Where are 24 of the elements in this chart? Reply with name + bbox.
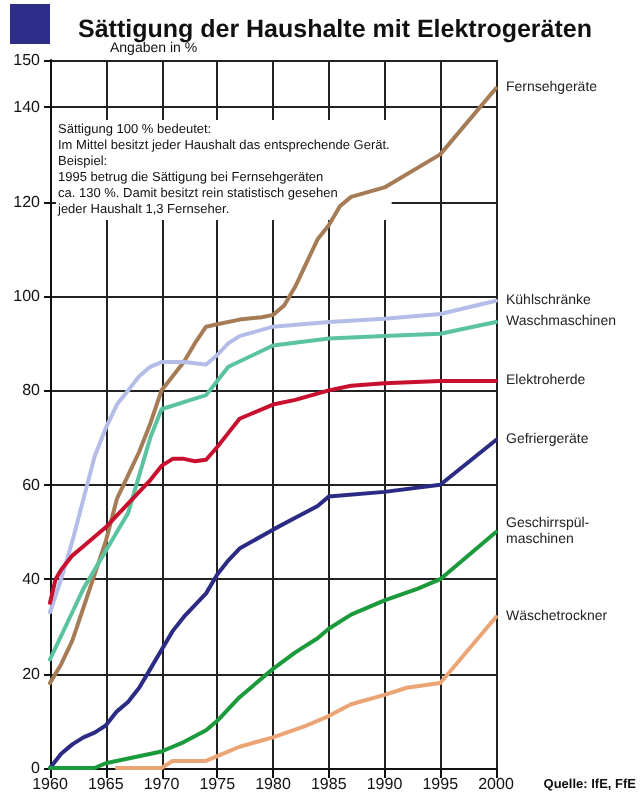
y-tick-label: 100 xyxy=(13,287,42,305)
y-tick-label: 120 xyxy=(13,192,42,211)
x-tick-label: 2000 xyxy=(478,775,515,793)
y-tick-label: 20 xyxy=(22,664,42,683)
line-series xyxy=(114,614,498,770)
y-tick-label: 80 xyxy=(22,381,42,400)
y-tick-label: 0 xyxy=(31,759,42,777)
x-tick-label: 1995 xyxy=(422,775,460,793)
y-tick-label: 140 xyxy=(13,98,42,117)
y-tick-label: 150 xyxy=(13,51,42,69)
x-tick-label: 1975 xyxy=(199,775,237,793)
x-tick-label: 1970 xyxy=(143,775,181,793)
line-series xyxy=(48,86,498,686)
x-tick-label: 1980 xyxy=(255,775,292,793)
line-series xyxy=(48,298,498,615)
line-series xyxy=(48,319,498,662)
y-tick-label: 60 xyxy=(22,475,42,494)
x-tick-label: 1965 xyxy=(87,775,125,793)
line-series xyxy=(48,378,498,605)
y-tick-label: 40 xyxy=(22,570,42,589)
x-tick-label: 1985 xyxy=(310,775,348,793)
x-tick-label: 1960 xyxy=(32,775,69,793)
chart-title: Sättigung der Haushalte mit Elektrogeräten xyxy=(78,15,592,43)
x-tick-label: 1990 xyxy=(366,775,404,793)
